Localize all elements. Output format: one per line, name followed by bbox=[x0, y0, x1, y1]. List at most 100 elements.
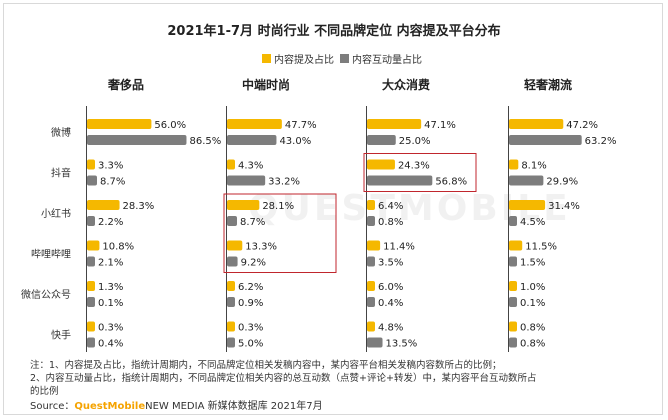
bar-interaction bbox=[509, 297, 517, 307]
panel-title: 轻奢潮流 bbox=[524, 77, 572, 92]
bar-mention bbox=[87, 281, 95, 291]
bar-value-label: 1.0% bbox=[520, 282, 545, 293]
bar-value-label: 33.2% bbox=[268, 177, 300, 188]
bar-value-label: 56.0% bbox=[154, 120, 186, 131]
legend-label-mention: 内容提及占比 bbox=[274, 55, 334, 66]
bar-value-label: 43.0% bbox=[279, 136, 311, 147]
bar-value-label: 13.3% bbox=[245, 242, 277, 253]
legend-item-mention: 内容提及占比 bbox=[262, 51, 334, 66]
bar-value-label: 1.3% bbox=[98, 282, 123, 293]
category-label: 微信公众号 bbox=[21, 288, 71, 301]
bar-mention bbox=[509, 321, 517, 332]
note-line-3: 的比例 bbox=[30, 386, 59, 397]
bar-value-label: 11.4% bbox=[383, 242, 415, 253]
bar-interaction bbox=[227, 216, 238, 226]
legend-item-interaction: 内容互动量占比 bbox=[340, 51, 422, 66]
bar-mention bbox=[227, 119, 282, 129]
bar-value-label: 28.3% bbox=[123, 201, 155, 212]
category-label: 微博 bbox=[51, 126, 71, 139]
bar-value-label: 4.5% bbox=[520, 217, 545, 228]
bar-value-label: 0.4% bbox=[378, 298, 403, 309]
chart-title: 2021年1-7月 时尚行业 不同品牌定位 内容提及平台分布 bbox=[167, 24, 501, 39]
highlight-box bbox=[223, 193, 337, 273]
bar-value-label: 0.8% bbox=[520, 339, 545, 350]
panel-title: 大众消费 bbox=[382, 77, 430, 92]
bar-value-label: 3.3% bbox=[98, 161, 123, 172]
bar-value-label: 1.5% bbox=[520, 258, 545, 269]
bar-value-label: 47.2% bbox=[566, 120, 598, 131]
bar-value-label: 6.0% bbox=[378, 282, 403, 293]
bar-interaction bbox=[509, 337, 517, 348]
note-line-2: 2、内容互动量占比，指统计周期内，不同品牌定位相关内容的总互动数（点赞+评论+转… bbox=[30, 373, 537, 384]
source-prefix: Source： bbox=[30, 401, 75, 412]
bar-mention bbox=[509, 200, 546, 210]
bar-interaction bbox=[367, 135, 396, 145]
panel-title: 中端时尚 bbox=[242, 77, 290, 92]
bar-value-label: 0.4% bbox=[98, 339, 123, 350]
bar-mention bbox=[509, 119, 564, 129]
bar-mention bbox=[509, 159, 519, 170]
bar-interaction bbox=[367, 175, 433, 186]
bar-mention bbox=[367, 240, 381, 251]
bar-interaction bbox=[227, 256, 238, 267]
bar-value-label: 11.5% bbox=[525, 242, 557, 253]
bar-value-label: 47.7% bbox=[285, 120, 317, 131]
bar-mention bbox=[509, 240, 523, 251]
bar-value-label: 25.0% bbox=[399, 136, 431, 147]
legend-label-interaction: 内容互动量占比 bbox=[352, 55, 422, 66]
bar-mention bbox=[87, 240, 100, 251]
category-label: 小红书 bbox=[41, 207, 71, 220]
chart-frame bbox=[3, 3, 663, 415]
bar-value-label: 8.7% bbox=[100, 177, 125, 188]
bar-value-label: 0.3% bbox=[238, 323, 263, 334]
category-label: 抖音 bbox=[51, 167, 71, 180]
bar-mention bbox=[509, 281, 517, 291]
bar-value-label: 56.8% bbox=[435, 177, 467, 188]
bar-value-label: 0.8% bbox=[378, 217, 403, 228]
bar-interaction bbox=[367, 256, 375, 267]
bar-value-label: 4.8% bbox=[378, 323, 403, 334]
bar-value-label: 8.1% bbox=[521, 161, 546, 172]
bar-interaction bbox=[87, 297, 95, 307]
legend-swatch-mention bbox=[262, 54, 271, 63]
bar-interaction bbox=[227, 337, 235, 348]
bar-mention bbox=[227, 281, 235, 291]
bar-interaction bbox=[87, 175, 98, 186]
bar-interaction bbox=[367, 297, 375, 307]
bar-interaction bbox=[509, 216, 517, 226]
bar-value-label: 47.1% bbox=[424, 120, 456, 131]
bar-value-label: 0.8% bbox=[520, 323, 545, 334]
bar-value-label: 0.9% bbox=[238, 298, 263, 309]
bar-value-label: 5.0% bbox=[238, 339, 263, 350]
bar-mention bbox=[227, 321, 235, 332]
bar-mention bbox=[87, 321, 95, 332]
bar-mention bbox=[227, 200, 260, 210]
bar-interaction bbox=[227, 297, 235, 307]
bar-mention bbox=[87, 159, 95, 170]
panel-title: 奢侈品 bbox=[107, 77, 144, 92]
bar-mention bbox=[87, 119, 152, 129]
bar-value-label: 86.5% bbox=[189, 136, 221, 147]
bar-mention bbox=[87, 200, 120, 210]
bar-mention bbox=[367, 321, 375, 332]
bar-value-label: 6.2% bbox=[238, 282, 263, 293]
bar-value-label: 63.2% bbox=[585, 136, 617, 147]
bar-interaction bbox=[227, 175, 266, 186]
bar-value-label: 2.2% bbox=[98, 217, 123, 228]
bar-value-label: 28.1% bbox=[262, 201, 294, 212]
bar-value-label: 2.1% bbox=[98, 258, 123, 269]
bar-mention bbox=[367, 119, 422, 129]
bar-value-label: 29.9% bbox=[546, 177, 578, 188]
bar-value-label: 3.5% bbox=[378, 258, 403, 269]
bar-mention bbox=[367, 200, 375, 210]
bar-value-label: 10.8% bbox=[102, 242, 134, 253]
category-label: 哔哩哔哩 bbox=[31, 248, 71, 261]
note-line-1: 注：1、内容提及占比，指统计周期内，不同品牌定位相关发稿内容中，某内容平台相关发… bbox=[30, 360, 502, 371]
bar-interaction bbox=[509, 256, 517, 267]
bar-value-label: 0.3% bbox=[98, 323, 123, 334]
source-suffix: NEW MEDIA 新媒体数据库 2021年7月 bbox=[145, 401, 323, 412]
bar-interaction bbox=[509, 175, 544, 186]
legend-swatch-interaction bbox=[340, 54, 349, 63]
bar-mention bbox=[227, 240, 243, 251]
